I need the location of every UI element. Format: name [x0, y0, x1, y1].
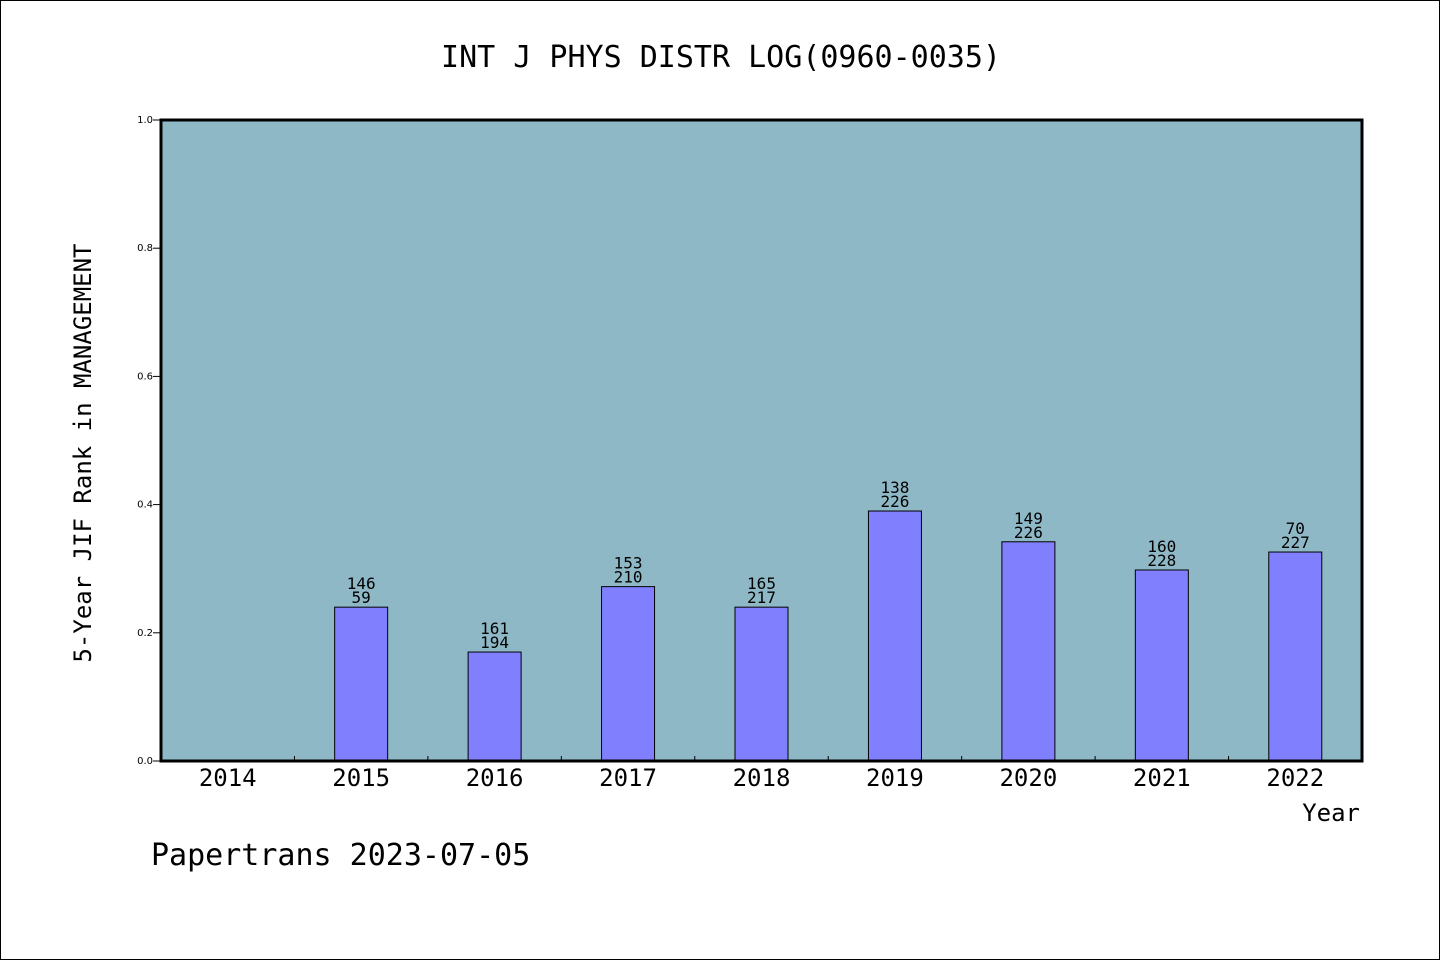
bar-2017: [601, 586, 656, 762]
data-label-top: 160: [1147, 537, 1176, 556]
data-label-top: 70: [1286, 519, 1305, 538]
y-tick-label: 0.8: [137, 243, 153, 254]
footer-credit: Papertrans 2023-07-05: [151, 838, 530, 873]
bars-group: [334, 510, 1323, 762]
data-label-bottom: 227: [1281, 533, 1310, 552]
data-label-bottom: 217: [747, 588, 776, 607]
data-label-top: 149: [1014, 509, 1043, 528]
y-tick-label: 0.0: [137, 756, 153, 767]
bar-2016: [467, 651, 522, 762]
bar-2019: [867, 510, 922, 762]
x-tick-label: 2022: [1266, 764, 1324, 792]
x-axis-ticks: 2014 2015 2016 2017 2018 2019 2020 2021 2022: [199, 756, 1324, 792]
data-label-bottom: 226: [1014, 523, 1043, 542]
y-tick-label: 1.0: [137, 115, 153, 126]
x-tick-label: 2015: [332, 764, 390, 792]
x-axis-label: Year: [1302, 799, 1360, 827]
data-label-top: 153: [614, 554, 643, 573]
plot-border: [159, 118, 1364, 763]
data-label-bottom: 210: [614, 568, 643, 587]
data-label-top: 146: [347, 574, 376, 593]
chart-title: INT J PHYS DISTR LOG(0960-0035): [441, 40, 1001, 75]
data-label-bottom: 228: [1147, 551, 1176, 570]
bar-2022: [1268, 551, 1323, 762]
x-tick-label: 2021: [1133, 764, 1191, 792]
bar-2018: [734, 606, 789, 762]
y-tick-label: 0.6: [137, 371, 153, 382]
data-label-top: 161: [480, 619, 509, 638]
data-label-bottom: 59: [352, 588, 371, 607]
data-label-bottom: 226: [880, 492, 909, 511]
y-tick-label: 0.4: [137, 500, 153, 511]
bar-2015: [334, 606, 389, 762]
data-label-top: 165: [747, 574, 776, 593]
data-label-bottom: 194: [480, 633, 509, 652]
x-tick-label: 2019: [866, 764, 924, 792]
x-tick-label: 2016: [466, 764, 524, 792]
x-tick-label: 2020: [999, 764, 1057, 792]
y-tick-label: 0.2: [137, 628, 153, 639]
x-tick-label: 2014: [199, 764, 257, 792]
y-axis-ticks: 0.0 0.2 0.4 0.6 0.8 1.0: [137, 115, 161, 767]
x-tick-label: 2017: [599, 764, 657, 792]
bar-2020: [1001, 541, 1056, 762]
y-axis-label: 5-Year JIF Rank in MANAGEMENT: [69, 243, 97, 662]
bar-2021: [1134, 569, 1189, 762]
data-label-top: 138: [880, 478, 909, 497]
x-tick-label: 2018: [733, 764, 791, 792]
